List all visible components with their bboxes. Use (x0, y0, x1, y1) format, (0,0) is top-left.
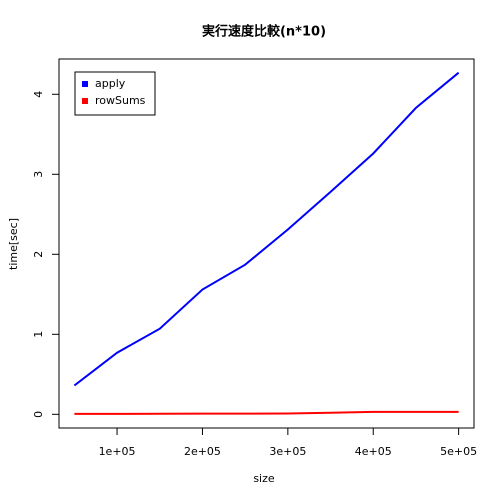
x-tick-label: 3e+05 (269, 445, 306, 458)
y-tick-label: 2 (32, 251, 45, 258)
legend-swatch (82, 98, 88, 104)
chart-title: 実行速度比較(n*10) (202, 24, 326, 40)
y-tick-label: 3 (32, 171, 45, 178)
x-tick-label: 5e+05 (440, 445, 477, 458)
series-line (74, 410, 459, 415)
series-line (73, 71, 460, 387)
legend-label: rowSums (95, 94, 146, 107)
y-tick-label: 4 (32, 91, 45, 98)
legend-box (74, 71, 156, 116)
x-axis-label: size (253, 472, 275, 485)
legend-swatch (82, 81, 88, 87)
y-axis-label: time[sec] (7, 218, 20, 270)
plot-box (58, 58, 475, 429)
x-tick-label: 4e+05 (355, 445, 392, 458)
legend-label: apply (95, 77, 126, 90)
y-tick-label: 1 (32, 331, 45, 338)
y-tick-label: 0 (32, 411, 45, 418)
x-tick-label: 1e+05 (99, 445, 136, 458)
x-tick-label: 2e+05 (184, 445, 221, 458)
